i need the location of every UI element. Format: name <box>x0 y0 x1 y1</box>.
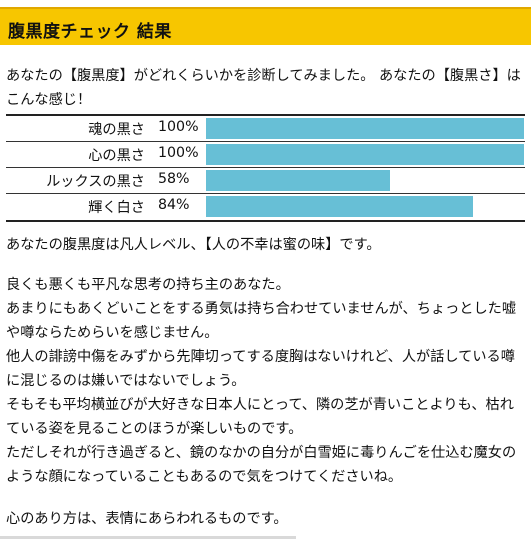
score-row: 魂の黒さ 100% <box>6 116 525 142</box>
score-table: 魂の黒さ 100% 心の黒さ 100% ルックスの黒さ 58% 輝く白さ 84% <box>6 114 525 222</box>
score-row: 心の黒さ 100% <box>6 142 525 168</box>
score-bar-track <box>206 144 524 165</box>
page-title: 腹黒度チェック 結果 <box>8 22 172 42</box>
score-bar-track <box>206 170 524 191</box>
score-bar <box>206 144 524 165</box>
score-label: 心の黒さ <box>88 148 145 164</box>
description-line: あまりにもあくどいことをする勇気は持ち合わせていませんが、ちょっとした嘘や噂なら… <box>6 301 517 341</box>
intro-text: あなたの【腹黒度】がどれくらいかを診断してみました。 あなたの【腹黒さ】はこんな… <box>6 68 521 108</box>
result-description: 良くも悪くも平凡な思考の持ち主のあなた。 あまりにもあくどいことをする勇気は持ち… <box>6 273 525 489</box>
score-percent: 84% <box>158 197 190 213</box>
score-bar <box>206 170 391 191</box>
description-line: 他人の誹謗中傷をみずから先陣切ってする度胸はないけれど、人が話している噂に混じる… <box>6 349 515 389</box>
score-bar <box>206 118 524 139</box>
description-line: ただしそれが行き過ぎると、鏡のなかの自分が白雪姫に毒りんごを仕込む魔女のような顔… <box>6 445 517 485</box>
score-label: ルックスの黒さ <box>46 174 145 190</box>
score-percent: 100% <box>158 119 199 135</box>
closing-text: 心のあり方は、表情にあらわれるものです。 <box>6 511 288 527</box>
score-percent: 58% <box>158 171 190 187</box>
score-bar-track <box>206 196 524 217</box>
result-header: 腹黒度チェック 結果 <box>0 7 531 45</box>
score-bar-track <box>206 118 524 139</box>
score-percent: 100% <box>158 145 199 161</box>
score-row: ルックスの黒さ 58% <box>6 168 525 194</box>
description-line: 良くも悪くも平凡な思考の持ち主のあなた。 <box>6 277 290 293</box>
summary-text: あなたの腹黒度は凡人レベル、【人の不幸は蜜の味】です。 <box>6 237 381 253</box>
description-line: そもそも平均横並びが大好きな日本人にとって、隣の芝が青いことよりも、枯れている姿… <box>6 397 514 437</box>
score-row: 輝く白さ 84% <box>6 194 525 220</box>
score-label: 輝く白さ <box>88 200 145 216</box>
score-label: 魂の黒さ <box>88 122 145 138</box>
bottom-divider <box>0 536 296 539</box>
score-bar <box>206 196 474 217</box>
